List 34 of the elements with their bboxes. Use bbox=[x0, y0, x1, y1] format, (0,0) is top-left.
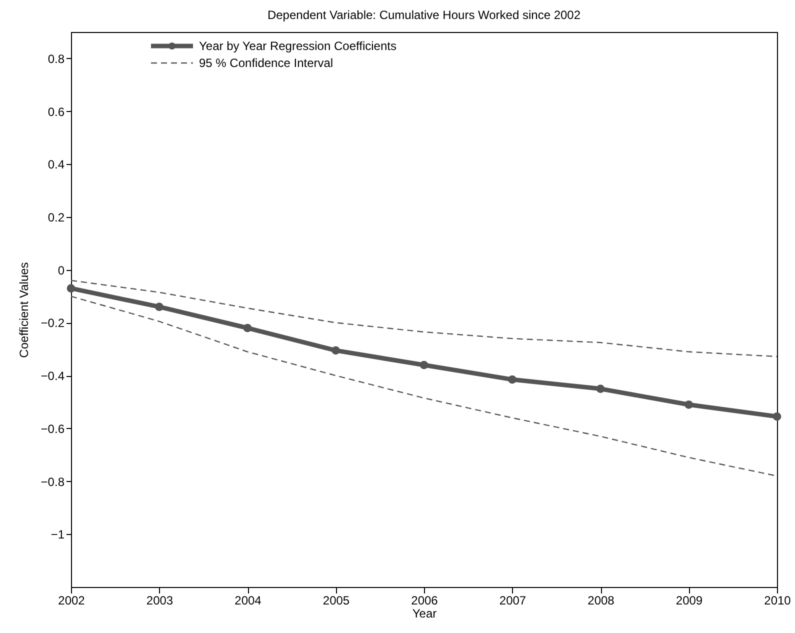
y-tick-label: 0.2 bbox=[48, 210, 65, 224]
y-tick-label: −0.2 bbox=[40, 316, 65, 330]
y-tick-label: 0.8 bbox=[48, 52, 65, 66]
x-tick-label: 2010 bbox=[764, 594, 792, 608]
legend-label: Year by Year Regression Coefficients bbox=[199, 39, 396, 53]
point bbox=[420, 360, 428, 370]
x-tick-label: 2008 bbox=[588, 594, 615, 608]
y-tick-label: −0.8 bbox=[40, 474, 65, 489]
point bbox=[596, 384, 605, 393]
point bbox=[508, 375, 516, 384]
point bbox=[155, 302, 164, 312]
y-tick-label: 0 bbox=[58, 263, 65, 278]
x-tick-label: 2004 bbox=[234, 594, 262, 608]
x-tick-label: 2003 bbox=[146, 594, 174, 608]
y-tick-label: −1 bbox=[50, 528, 65, 542]
y-tick-label: 0.6 bbox=[48, 104, 65, 119]
chart-title: Dependent Variable: Cumulative Hours Worked since 2002 bbox=[267, 8, 581, 22]
y-tick-label: −0.4 bbox=[40, 369, 65, 384]
point bbox=[66, 284, 76, 293]
x-tick-label: 2002 bbox=[58, 594, 86, 608]
y-tick-label: −0.6 bbox=[40, 422, 65, 436]
x-axis-title: Year bbox=[412, 606, 437, 620]
y-axis-title: Coefficient Values bbox=[16, 262, 31, 358]
x-tick-label: 2007 bbox=[499, 594, 526, 608]
x-tick-label: 2009 bbox=[676, 594, 703, 608]
line-series bbox=[70, 280, 778, 358]
point bbox=[772, 412, 782, 421]
x-tick-label: 2006 bbox=[411, 594, 438, 608]
y-tick-label: 0.4 bbox=[48, 158, 65, 172]
legend-label: 95 % Confidence Interval bbox=[199, 56, 334, 70]
x-tick-label: 2005 bbox=[322, 594, 350, 608]
point bbox=[684, 400, 693, 409]
point bbox=[332, 346, 340, 355]
point bbox=[243, 324, 252, 332]
